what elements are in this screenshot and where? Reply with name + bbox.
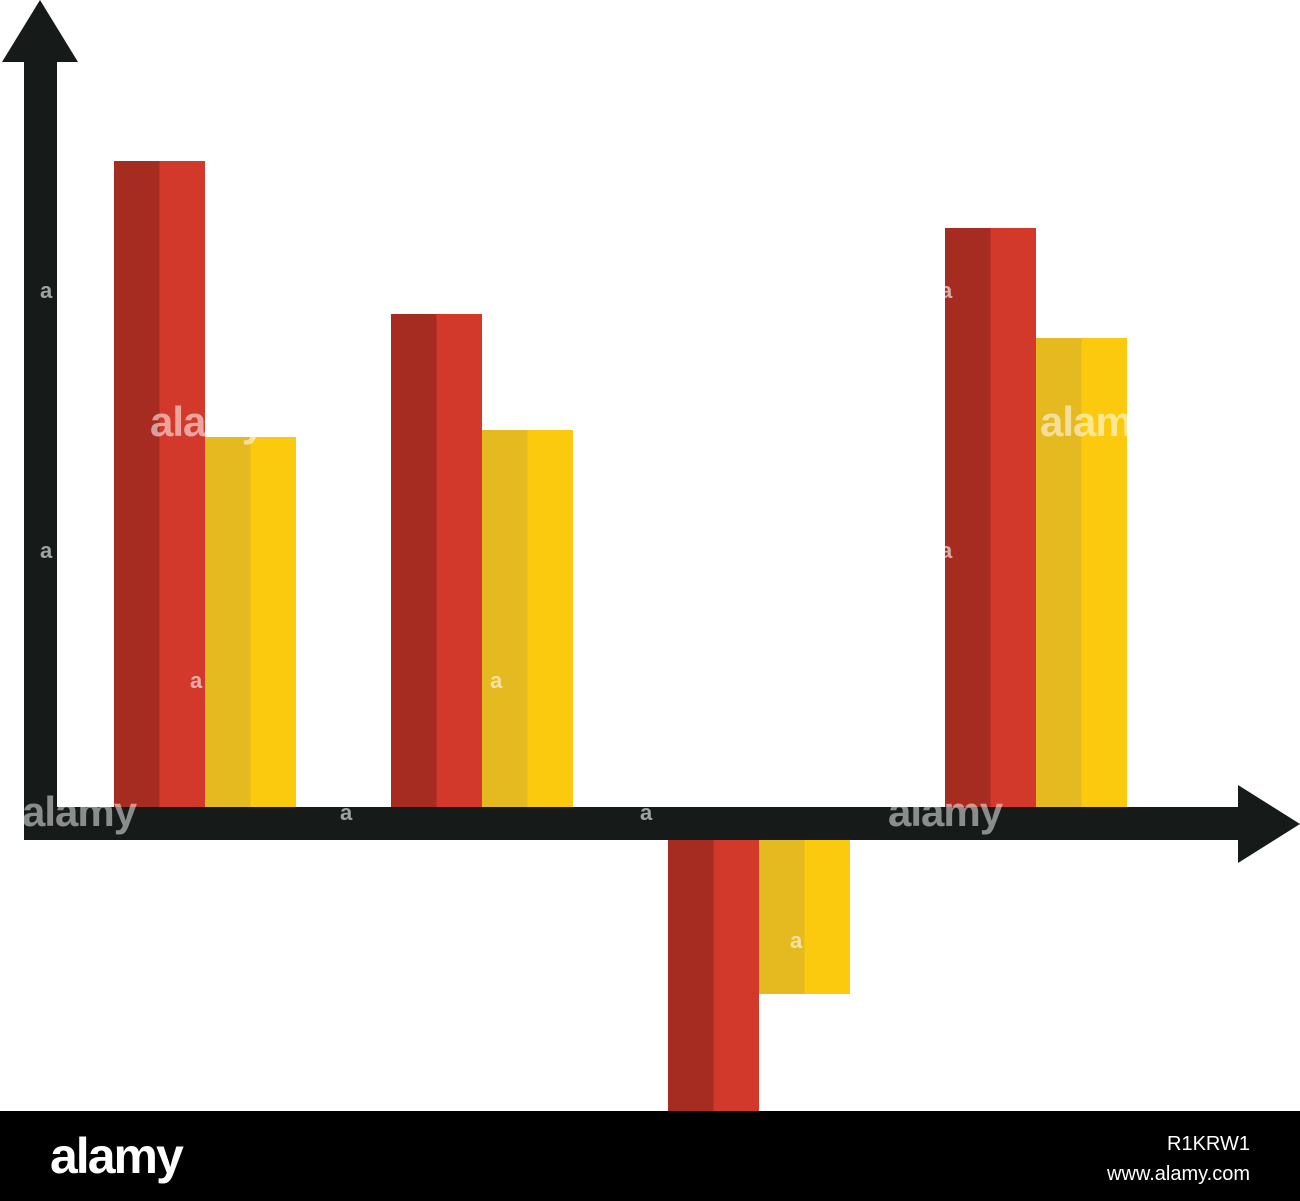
bar-series-2-category-1 [250, 437, 296, 807]
bar-series-2-category-3-shade [759, 840, 805, 994]
y-axis-arrow-icon [2, 0, 78, 62]
bar-series-1-category-2 [436, 314, 482, 807]
bar-series-1-category-4-shade [945, 228, 991, 807]
bar-series-1-category-3 [713, 840, 759, 1111]
y-axis [24, 55, 57, 840]
bar-series-1-category-1 [159, 161, 205, 807]
x-axis [24, 807, 1242, 840]
footer-bar: alamy R1KRW1 www.alamy.com [0, 1111, 1300, 1201]
footer-url: www.alamy.com [1107, 1163, 1250, 1185]
bar-series-2-category-3 [804, 840, 850, 994]
bar-chart [2, 0, 1300, 1111]
bar-series-2-category-4 [1081, 338, 1127, 807]
bar-series-1-category-3-shade [668, 840, 714, 1111]
bar-series-1-category-2-shade [391, 314, 437, 807]
bar-series-2-category-4-shade [1036, 338, 1082, 807]
bar-series-2-category-2-shade [482, 430, 528, 807]
bar-series-2-category-2 [527, 430, 573, 807]
bar-series-2-category-1-shade [205, 437, 251, 807]
bar-series-1-category-4 [990, 228, 1036, 807]
x-axis-arrow-icon [1238, 785, 1300, 863]
bars-group [114, 161, 1127, 1111]
footer-image-id: R1KRW1 [1167, 1133, 1250, 1155]
footer-logo: alamy [50, 1128, 184, 1184]
bar-series-1-category-1-shade [114, 161, 160, 807]
